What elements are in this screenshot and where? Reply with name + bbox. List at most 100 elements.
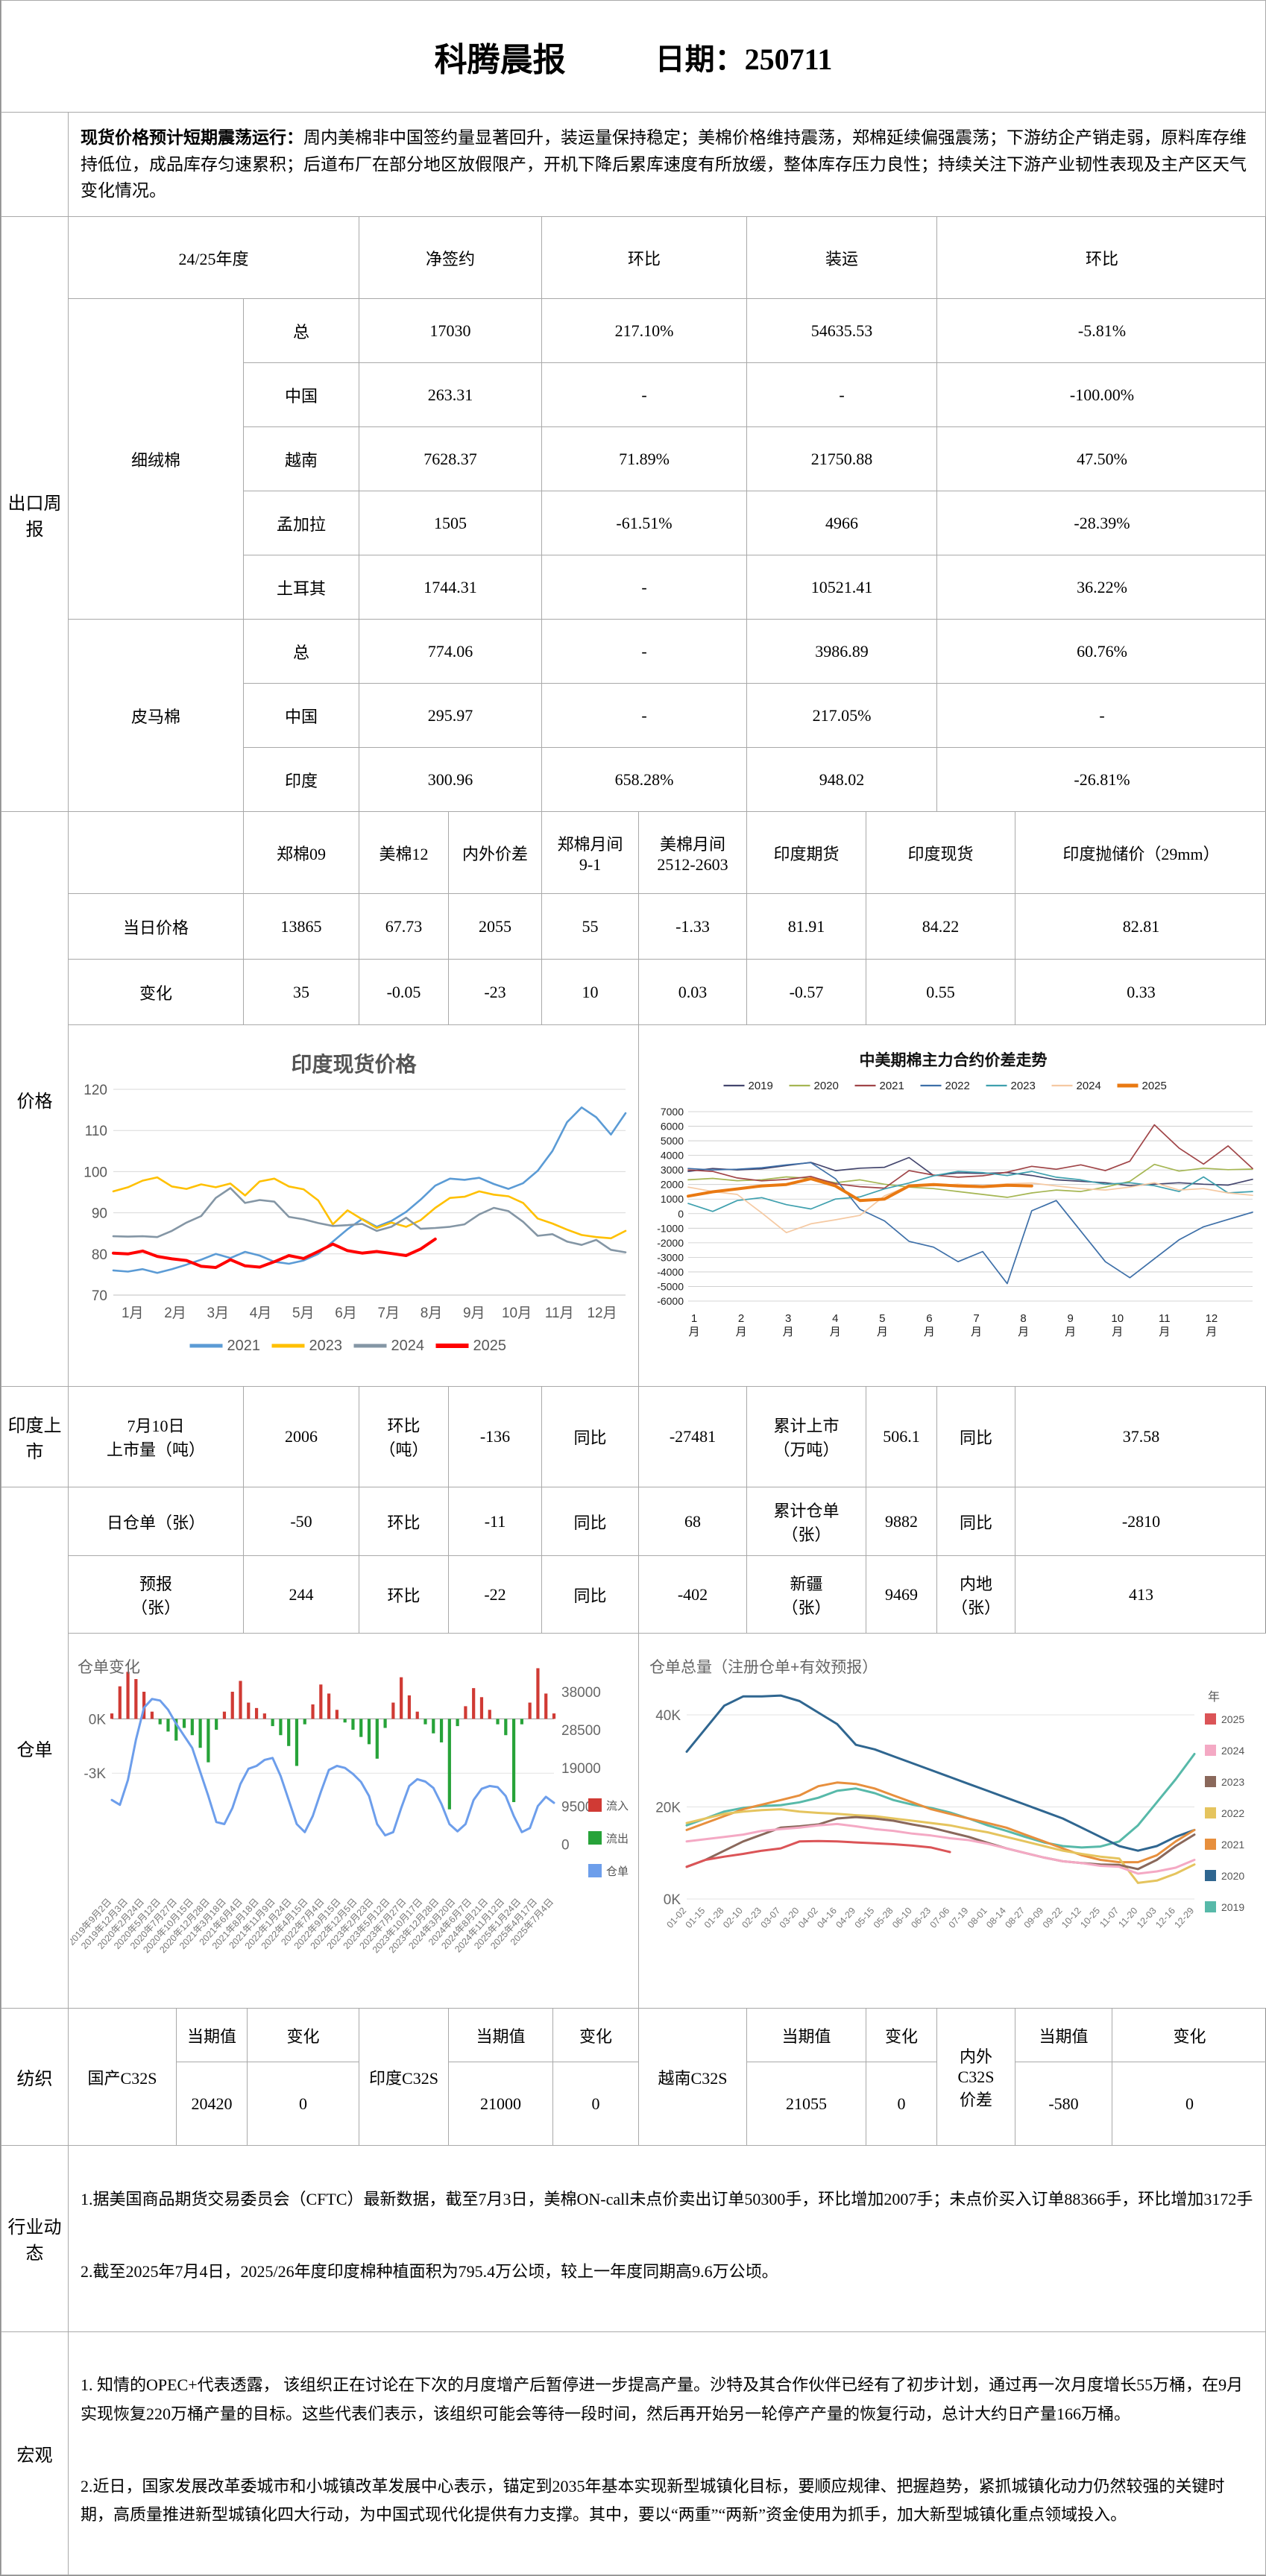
svg-text:2021: 2021 — [227, 1338, 261, 1354]
price-col-header: 郑棉月间 9-1 — [542, 812, 639, 894]
col-header: 变化 — [248, 2009, 359, 2062]
cell: -1.33 — [639, 894, 747, 960]
svg-text:11月: 11月 — [1159, 1312, 1171, 1338]
svg-text:2024: 2024 — [1077, 1080, 1101, 1092]
col-header: 当期值 — [177, 2009, 248, 2062]
cell: 2006 — [244, 1387, 359, 1487]
svg-text:-4000: -4000 — [657, 1266, 684, 1278]
svg-text:1月: 1月 — [688, 1312, 699, 1338]
svg-text:仓单变化: 仓单变化 — [78, 1659, 140, 1676]
table-row: 细绒棉 总 17030 217.10% 54635.53 -5.81% — [1, 299, 1266, 363]
col-header: 变化 — [553, 2009, 639, 2062]
svg-text:120: 120 — [84, 1083, 107, 1098]
cell: 7628.37 — [359, 427, 542, 491]
svg-text:07-06: 07-06 — [928, 1906, 952, 1930]
svg-text:仓单总量（注册仓单+有效预报）: 仓单总量（注册仓单+有效预报） — [649, 1659, 878, 1676]
cell: - — [542, 363, 747, 427]
svg-text:08-27: 08-27 — [1003, 1906, 1027, 1930]
cell: 0 — [248, 2062, 359, 2146]
svg-text:09-22: 09-22 — [1041, 1906, 1065, 1930]
svg-text:3月: 3月 — [783, 1312, 794, 1338]
svg-text:04-29: 04-29 — [834, 1906, 857, 1930]
cell: 506.1 — [866, 1387, 937, 1487]
cell: 3986.89 — [747, 620, 937, 684]
svg-text:0: 0 — [678, 1208, 684, 1220]
cell: 948.02 — [747, 748, 937, 812]
svg-text:02-23: 02-23 — [740, 1906, 763, 1930]
cell: 20420 — [177, 2062, 248, 2146]
table-row: 皮马棉 总 774.06 - 3986.89 60.76% — [1, 620, 1266, 684]
svg-text:2024: 2024 — [1221, 1745, 1244, 1757]
svg-text:20K: 20K — [655, 1801, 681, 1816]
cell: 2055 — [449, 894, 542, 960]
svg-text:2022: 2022 — [945, 1080, 970, 1092]
cell: 81.91 — [747, 894, 866, 960]
textile-table: 纺织 国产C32S 当期值 变化 印度C32S 当期值 变化 越南C32S 当期… — [1, 2008, 1266, 2146]
cell: 内地 （张） — [937, 1556, 1015, 1634]
svg-text:2025: 2025 — [473, 1338, 507, 1354]
cell: 环比 — [359, 1487, 449, 1556]
svg-text:2019: 2019 — [749, 1080, 773, 1092]
cell: 0 — [866, 2062, 937, 2146]
report-title: 科腾晨报 — [435, 33, 566, 81]
report-date: 日期：250711 — [655, 35, 833, 78]
cell: - — [747, 363, 937, 427]
cell: 0 — [553, 2062, 639, 2146]
svg-text:06-23: 06-23 — [909, 1906, 933, 1930]
table-row: 预报 （张） 244 环比 -22 同比 -402 新疆 （张） 9469 内地… — [1, 1556, 1266, 1634]
svg-text:6000: 6000 — [661, 1121, 684, 1133]
svg-text:110: 110 — [85, 1124, 107, 1139]
svg-text:04-16: 04-16 — [815, 1906, 839, 1930]
table-row: 20420 0 21000 0 21055 0 -580 0 — [1, 2062, 1266, 2146]
svg-text:05-15: 05-15 — [853, 1906, 877, 1930]
cell: 21055 — [747, 2062, 866, 2146]
cell: -11 — [449, 1487, 542, 1556]
svg-text:04-02: 04-02 — [796, 1906, 820, 1930]
cell: -22 — [449, 1556, 542, 1634]
col-header: 当期值 — [1015, 2009, 1112, 2062]
cell: 658.28% — [542, 748, 747, 812]
svg-text:4月: 4月 — [250, 1306, 272, 1321]
cell: 82.81 — [1015, 894, 1266, 960]
svg-text:10月: 10月 — [502, 1306, 532, 1321]
svg-text:2023: 2023 — [1221, 1776, 1244, 1788]
export-year-header: 24/25年度 — [69, 217, 359, 299]
svg-text:05-28: 05-28 — [872, 1906, 895, 1930]
cell: -0.05 — [359, 960, 449, 1025]
cell: 17030 — [359, 299, 542, 363]
row-label: 孟加拉 — [244, 491, 359, 555]
textile-group-domestic: 国产C32S — [69, 2009, 177, 2146]
svg-text:10-25: 10-25 — [1078, 1906, 1102, 1930]
col-header: 当期值 — [747, 2009, 866, 2062]
cell: 35 — [244, 960, 359, 1025]
cell: 774.06 — [359, 620, 542, 684]
cell: 7月10日 上市量（吨） — [69, 1387, 244, 1487]
row-label: 中国 — [244, 684, 359, 748]
svg-text:10月: 10月 — [1111, 1312, 1124, 1338]
export-group-pima: 皮马棉 — [69, 620, 244, 812]
row-label: 印度 — [244, 748, 359, 812]
svg-text:6月: 6月 — [335, 1306, 357, 1321]
cell: 10521.41 — [747, 555, 937, 620]
cell: -50 — [244, 1487, 359, 1556]
cell: 36.22% — [937, 555, 1266, 620]
svg-text:-3000: -3000 — [657, 1251, 684, 1263]
cell: 21000 — [449, 2062, 553, 2146]
svg-text:28500: 28500 — [561, 1723, 601, 1739]
cell: 1744.31 — [359, 555, 542, 620]
svg-text:06-10: 06-10 — [890, 1906, 914, 1930]
cell: 84.22 — [866, 894, 1015, 960]
svg-text:2021: 2021 — [880, 1080, 904, 1092]
warehouse-table: 仓单 日仓单（张） -50 环比 -11 同比 68 累计仓单 （张） 9882… — [1, 1487, 1266, 2009]
cell: -2810 — [1015, 1487, 1266, 1556]
svg-text:仓单: 仓单 — [606, 1865, 629, 1878]
row-label: 总 — [244, 299, 359, 363]
svg-text:2020: 2020 — [814, 1080, 839, 1092]
svg-text:2021: 2021 — [1221, 1839, 1244, 1851]
svg-text:10-12: 10-12 — [1059, 1906, 1083, 1930]
summary-spacer — [1, 113, 69, 217]
svg-text:8月: 8月 — [421, 1306, 443, 1321]
